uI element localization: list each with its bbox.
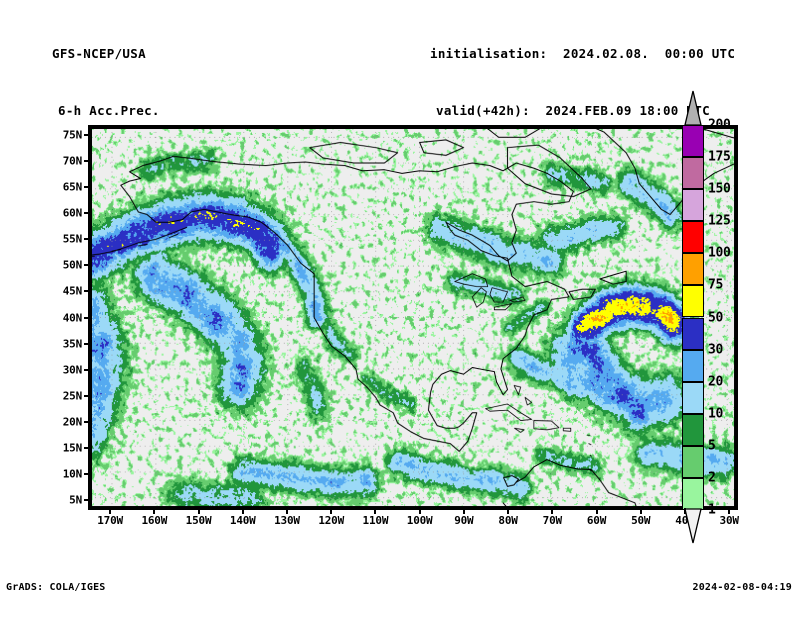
latitude-tick-mark <box>84 498 90 501</box>
colorbar-band <box>682 477 704 510</box>
colorbar-cap-bottom-icon <box>682 508 704 544</box>
colorbar-tick-label: 20 <box>708 374 724 390</box>
longitude-tick-mark <box>728 508 731 514</box>
latitude-tick-mark <box>84 316 90 319</box>
latitude-tick-label: 15N <box>62 441 82 455</box>
longitude-tick-mark <box>241 508 244 514</box>
longitude-tick-label: 80W <box>498 514 518 527</box>
latitude-tick-label: 70N <box>62 154 82 168</box>
colorbar-band <box>682 253 704 286</box>
colorbar-tick-label: 100 <box>708 245 731 261</box>
model-name: GFS-NCEP/USA <box>52 46 146 61</box>
longitude-tick-mark <box>330 508 333 514</box>
latitude-tick-mark <box>84 420 90 423</box>
colorbar-tick-label: 2 <box>708 470 716 486</box>
colorbar-band <box>682 381 704 414</box>
latitude-tick-mark <box>84 134 90 137</box>
longitude-tick-label: 70W <box>542 514 562 527</box>
longitude-tick-mark <box>551 508 554 514</box>
latitude-tick-mark <box>84 368 90 371</box>
colorbar-band <box>682 349 704 382</box>
precipitation-map-canvas <box>90 127 736 508</box>
longitude-tick-mark <box>595 508 598 514</box>
colorbar-band <box>682 413 704 446</box>
longitude-tick-mark <box>153 508 156 514</box>
colorbar-tick-label: 75 <box>708 277 724 293</box>
longitude-tick-label: 170W <box>97 514 123 527</box>
latitude-tick-label: 45N <box>62 284 82 298</box>
latitude-tick-mark <box>84 290 90 293</box>
latitude-tick-mark <box>84 342 90 345</box>
longitude-tick-label: 120W <box>318 514 345 527</box>
longitude-tick-mark <box>507 508 510 514</box>
longitude-tick-mark <box>374 508 377 514</box>
latitude-tick-label: 20N <box>62 415 82 429</box>
field-name: 6-h Acc.Prec. <box>58 103 160 118</box>
colorbar-tick-label: 10 <box>708 406 724 422</box>
longitude-tick-label: 140W <box>229 514 256 527</box>
colorbar-band <box>682 221 704 254</box>
longitude-tick-mark <box>639 508 642 514</box>
colorbar-tick-label: 50 <box>708 310 724 325</box>
longitude-tick-label: 30W <box>719 514 739 527</box>
colorbar-tick-label: 1 <box>708 502 716 518</box>
colorbar-band <box>682 317 704 350</box>
colorbar-tick-label: 5 <box>708 438 716 454</box>
colorbar-tick-label: 125 <box>708 213 731 229</box>
longitude-tick-mark <box>109 508 112 514</box>
latitude-tick-label: 5N <box>69 493 82 507</box>
latitude-tick-mark <box>84 472 90 475</box>
latitude-tick-label: 40N <box>62 311 82 324</box>
latitude-tick-label: 55N <box>62 232 82 246</box>
latitude-tick-mark <box>84 446 90 449</box>
latitude-tick-mark <box>84 160 90 163</box>
latitude-tick-label: 65N <box>62 180 82 194</box>
colorbar-band <box>682 445 704 478</box>
colorbar-tick-label: 150 <box>708 181 731 197</box>
header-right-block: initialisation: 2024.02.08. 00:00 UTC va… <box>430 6 735 139</box>
latitude-tick-label: 25N <box>62 389 82 403</box>
latitude-tick-mark <box>84 186 90 189</box>
longitude-axis: 170W 160W 150W 140W 130W 120W 110W 100W 90W 80W 70… <box>88 512 739 534</box>
render-timestamp: 2024-02-08-04:19 <box>692 582 792 593</box>
map-plot-area <box>88 125 738 510</box>
latitude-tick-mark <box>84 212 90 215</box>
longitude-tick-label: 60W <box>586 514 607 527</box>
longitude-tick-label: 90W <box>454 514 474 527</box>
longitude-tick-mark <box>418 508 421 514</box>
header-left-block: GFS-NCEP/USA 6-h Acc.Prec. <box>52 6 160 139</box>
longitude-tick-label: 100W <box>406 514 433 527</box>
longitude-tick-mark <box>197 508 200 514</box>
latitude-tick-label: 35N <box>62 337 82 350</box>
longitude-tick-label: 150W <box>185 514 212 527</box>
colorbar-band <box>682 157 704 190</box>
longitude-tick-label: 50W <box>631 514 651 527</box>
longitude-tick-mark <box>285 508 288 514</box>
colorbar-cap-top-icon <box>682 90 704 126</box>
longitude-tick-label: 110W <box>362 514 389 527</box>
latitude-tick-label: 50N <box>62 258 82 272</box>
latitude-tick-label: 30N <box>62 363 82 377</box>
longitude-tick-mark <box>683 508 686 514</box>
latitude-axis: 75N 70N 65N 60N 55N 50N 45N 40N 35N 30N 25N 20N 15N 1… <box>36 125 82 510</box>
colorbar-band <box>682 125 704 158</box>
latitude-tick-label: 75N <box>62 128 82 142</box>
colorbar-tick-label: 200 <box>708 117 731 133</box>
longitude-tick-label: 160W <box>141 514 168 527</box>
colorbar-band <box>682 285 704 318</box>
latitude-tick-mark <box>84 394 90 397</box>
grads-credit: GrADS: COLA/IGES <box>6 582 106 593</box>
latitude-tick-mark <box>84 238 90 241</box>
latitude-tick-mark <box>84 264 90 267</box>
colorbar: 1 2 5 10 20 30 50 75 100 125 150 175 200 <box>682 118 731 518</box>
latitude-tick-label: 10N <box>62 467 82 481</box>
colorbar-band <box>682 189 704 222</box>
longitude-tick-mark <box>462 508 465 514</box>
colorbar-tick-label: 30 <box>708 342 724 358</box>
latitude-tick-label: 60N <box>62 206 82 220</box>
longitude-tick-label: 130W <box>274 514 300 527</box>
initialisation-time: initialisation: 2024.02.08. 00:00 UTC <box>430 46 736 61</box>
colorbar-tick-label: 175 <box>708 149 731 165</box>
